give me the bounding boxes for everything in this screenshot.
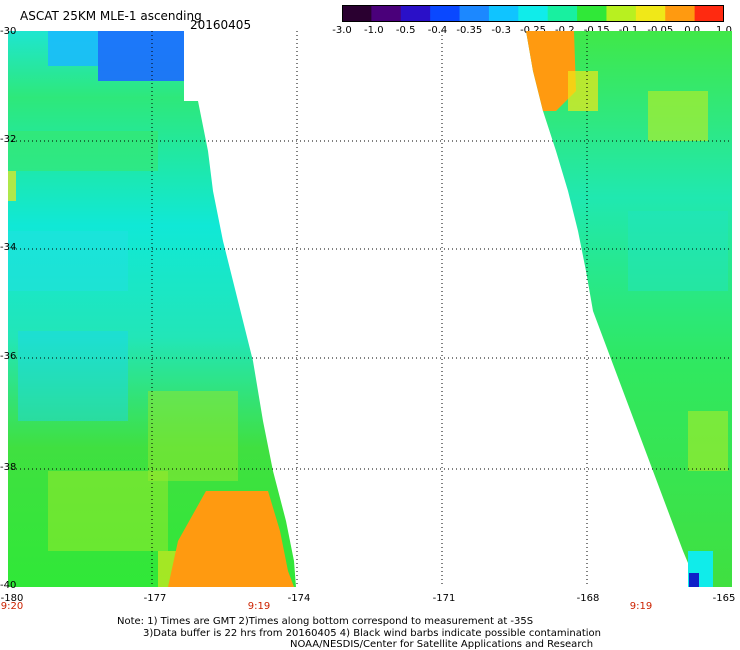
note-line-1: Note: 1) Times are GMT 2)Times along bot… [117, 616, 534, 627]
colorbar-tick-label: -0.25 [520, 25, 546, 36]
lon-label-171: -171 [432, 593, 456, 604]
lon-label-174: -174 [287, 593, 311, 604]
colorbar-tick-label: -0.4 [427, 25, 448, 36]
colorbar-tick-label: -0.1 [618, 25, 639, 36]
lat-label-30: -30 [0, 26, 17, 37]
time-label-2: 9:19 [247, 601, 271, 612]
map-date: 20160405 [190, 18, 252, 32]
map-title: ASCAT 25KM MLE-1 ascending [20, 9, 202, 23]
blue-patch [98, 31, 184, 81]
colorbar-segment [400, 5, 431, 22]
colorbar-tick-label: -0.15 [583, 25, 610, 36]
lon-label-180: -180 [0, 593, 24, 604]
orange-patch-left [168, 491, 294, 587]
colorbar-tick-label: 0.0 [684, 25, 701, 36]
colorbar-segment [635, 5, 666, 22]
time-label-1: 9:20 [0, 601, 24, 612]
graticule [8, 31, 732, 587]
colorbar [342, 5, 724, 22]
colorbar-segment [694, 5, 724, 22]
right-swath [526, 31, 732, 587]
lon-label-165: -165 [712, 593, 736, 604]
note-line-3: NOAA/NESDIS/Center for Satellite Applica… [290, 639, 594, 650]
colorbar-segment [606, 5, 637, 22]
colorbar-tick-label: 1.0 [716, 25, 732, 36]
note-line-2: 3)Data buffer is 22 hrs from 20160405 4)… [143, 628, 601, 639]
lat-label-40: -40 [0, 580, 17, 591]
colorbar-segment [577, 5, 607, 22]
lat-label-32: -32 [0, 134, 17, 145]
colorbar-tick-label: -0.35 [456, 25, 483, 36]
colorbar-segment [430, 5, 461, 22]
colorbar-segment [547, 5, 578, 22]
colorbar-segment [518, 5, 549, 22]
time-label-3: 9:19 [629, 601, 653, 612]
orange-patch-right [526, 31, 576, 111]
colorbar-tick-label: -3.0 [332, 25, 352, 36]
colorbar-tick-label: -0.05 [647, 25, 674, 36]
lon-label-168: -168 [576, 593, 600, 604]
colorbar-segment [371, 5, 402, 22]
lat-label-38: -38 [0, 462, 17, 473]
map-plot [8, 31, 732, 587]
lon-label-177: -177 [143, 593, 167, 604]
lat-label-34: -34 [0, 242, 17, 253]
colorbar-segment [665, 5, 696, 22]
colorbar-tick-label: -0.5 [395, 25, 416, 36]
colorbar-tick-label: -0.3 [491, 25, 511, 36]
colorbar-segment [342, 5, 372, 22]
colorbar-tick-label: -0.2 [555, 25, 575, 36]
lat-label-36: -36 [0, 351, 17, 362]
colorbar-segment [488, 5, 519, 22]
colorbar-tick-label: -1.0 [364, 25, 384, 36]
colorbar-segment [459, 5, 490, 22]
